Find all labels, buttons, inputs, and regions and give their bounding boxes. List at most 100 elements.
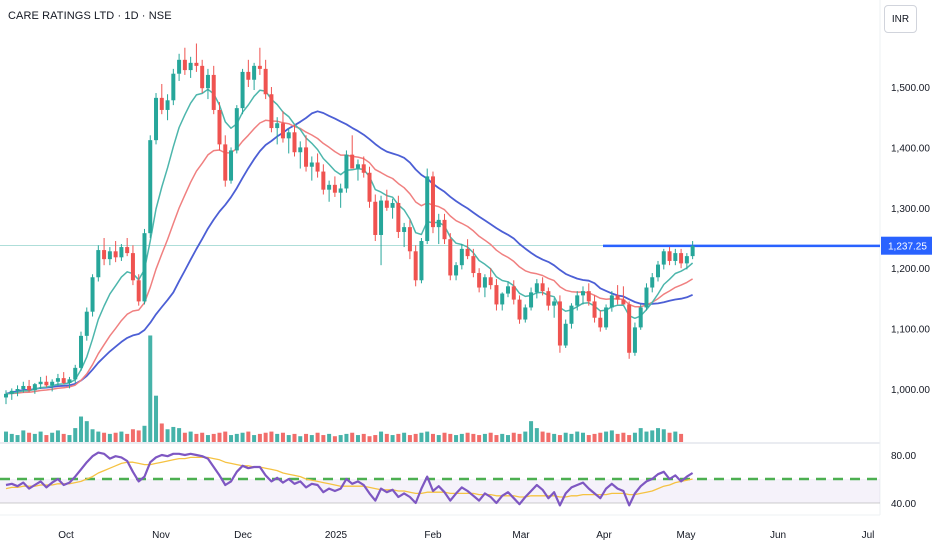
candle-body [84,311,89,336]
volume-bar [632,432,637,442]
candle-body [113,251,118,258]
candle-body [627,304,632,353]
volume-bar [332,436,337,442]
candle-body [355,164,360,169]
candle-body [130,253,135,281]
volume-bar [454,435,459,442]
candle-body [344,154,349,189]
candle-body [442,219,447,240]
volume-bar [67,435,72,442]
candle-body [9,390,14,394]
candle-body [338,188,343,193]
volume-bar [557,435,562,442]
volume-bar [494,435,499,442]
volume-bar [471,433,476,442]
candle-body [690,245,695,257]
candle-body [240,71,245,109]
volume-bar [286,435,291,442]
candle-body [38,381,43,385]
volume-bar [598,432,603,442]
volume-bar [367,436,372,442]
candle-body [523,307,528,320]
candle-body [252,65,257,80]
time-axis-tick: Jun [770,530,786,541]
ema-slow-line [5,119,693,395]
candle-body [304,147,309,167]
volume-bar [563,432,568,442]
price-axis-tick: 1,000.00 [891,385,930,396]
volume-bar [327,433,332,442]
candle-body [396,202,401,232]
volume-bar [234,433,239,442]
volume-bar [604,431,609,442]
candle-body [581,291,585,296]
candle-body [552,301,557,306]
candle-body [684,256,689,264]
volume-bar [96,431,101,442]
volume-bar [575,431,580,442]
candle-body [44,381,49,386]
currency-button[interactable]: INR [884,5,917,33]
volume-bar [477,435,482,442]
candle-body [390,202,395,208]
candle-body [448,239,453,276]
candle-body [246,71,251,80]
candle-body [27,385,32,391]
volume-bar [402,432,407,442]
volume-bar [615,433,620,442]
volume-bar [656,428,661,442]
volume-bar [113,432,118,442]
volume-bar [540,431,545,442]
volume-bar [511,432,516,442]
volume-bar [523,431,528,442]
volume-bar [252,435,257,442]
volume-bar [38,431,43,442]
candle-body [500,293,505,305]
candle-body [534,283,539,293]
candle-body [575,295,580,306]
candle-body [315,162,320,172]
candle-body [379,200,384,235]
rsi-band [0,479,880,503]
volume-bar [130,429,135,442]
volume-bar [257,433,262,442]
candle-body [15,389,20,391]
candle-body [656,264,661,278]
candle-body [32,384,37,391]
time-axis-tick: Oct [58,530,74,541]
candle-body [569,305,574,324]
volume-bar [586,435,591,442]
volume-bar [304,433,309,442]
volume-bar [361,433,366,442]
volume-bar [280,432,285,442]
candle-body [280,123,285,139]
volume-bar [448,433,453,442]
volume-bar [102,432,107,442]
candle-body [436,219,441,228]
candle-body [621,299,626,305]
volume-bar [90,429,95,442]
volume-bar [638,428,643,442]
volume-bar [505,435,510,442]
candle-body [257,65,262,69]
volume-bar [344,433,349,442]
volume-bar [32,433,37,442]
volume-bar [350,432,355,442]
candle-body [430,176,435,228]
volume-bar [425,431,430,442]
candle-body [661,251,666,265]
volume-bar [592,433,597,442]
candle-body [217,109,222,145]
candle-body [494,285,499,305]
volume-bar [223,431,228,442]
candle-body [263,68,268,95]
candle-body [119,247,124,258]
volume-bar [125,433,130,442]
volume-bar [384,433,389,442]
volume-bar [430,433,435,442]
candle-body [361,164,366,173]
candle-body [615,295,620,300]
candle-body [309,162,314,167]
candle-body [644,287,649,308]
